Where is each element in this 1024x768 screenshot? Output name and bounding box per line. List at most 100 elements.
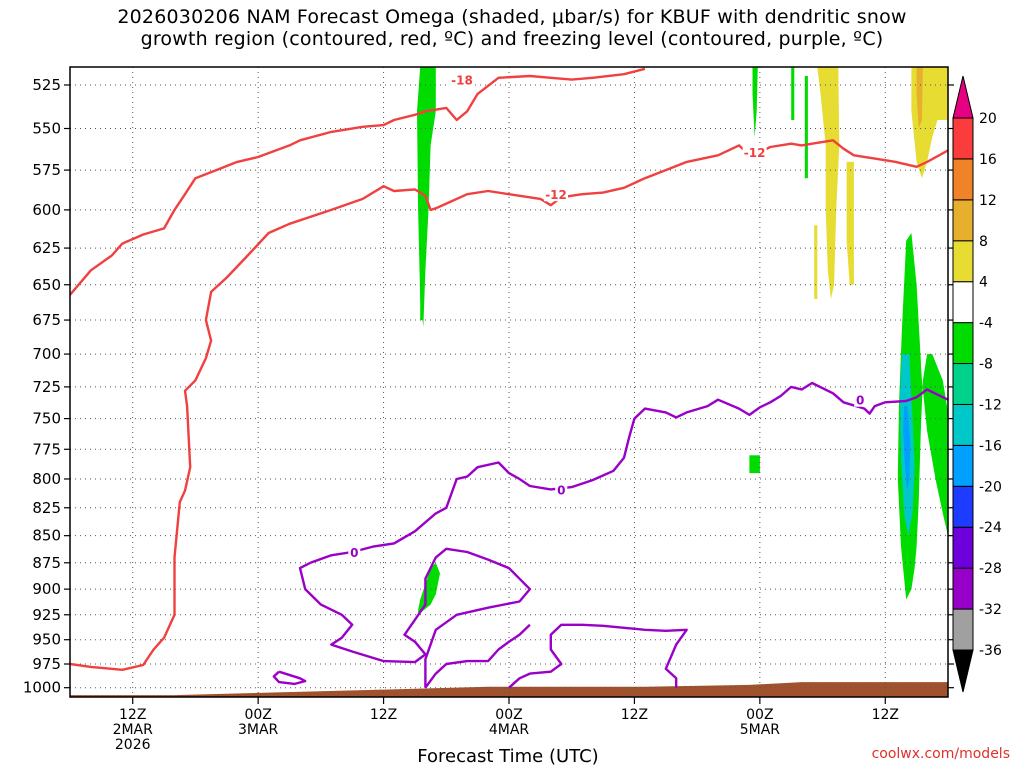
omega-region-8	[814, 225, 818, 299]
y-tick-label-4: 625	[32, 239, 61, 257]
colorbar-label-10: 8	[979, 234, 988, 250]
y-tick-label-0: 525	[32, 76, 61, 94]
dendritic-label-bg-0	[449, 71, 474, 87]
colorbar-label-1: -32	[979, 602, 1002, 618]
grid	[70, 67, 948, 697]
x-tick-label-3-0: 00Z	[495, 707, 522, 723]
colorbar-label-8: -4	[979, 316, 993, 332]
x-axis-label: Forecast Time (UTC)	[417, 746, 598, 767]
y-tick-label-7: 700	[32, 345, 61, 363]
dendritic-label-bg-1	[544, 186, 569, 202]
colorbar-bin-1	[952, 567, 974, 610]
colorbar-bin-10	[952, 199, 974, 242]
title-line-2: growth region (contoured, red, ºC) and f…	[140, 28, 884, 50]
colorbar-bin-5	[952, 403, 974, 446]
freezing-contour-2	[272, 670, 307, 686]
colorbar-bin-2	[952, 526, 974, 569]
omega-region-14	[903, 406, 911, 491]
colorbar-bin-7	[952, 322, 974, 365]
omega-region-3	[752, 67, 758, 137]
colorbar: -36 -32 -28 -24 -20 -16 -12 -8 -4 4 8 12 16 20	[952, 75, 1002, 693]
y-tick-label-9: 750	[32, 410, 61, 428]
colorbar-bin-8	[952, 281, 974, 324]
y-tick-label-17: 950	[32, 631, 61, 649]
y-tick-label-13: 850	[32, 527, 61, 545]
x-tick-label-0-2: 2026	[115, 737, 151, 753]
x-tick-label-6-0: 12Z	[872, 707, 899, 723]
colorbar-label-12: 16	[979, 152, 997, 168]
colorbar-bin-12	[952, 117, 974, 160]
y-tick-label-10: 775	[32, 440, 61, 458]
x-tick-label-2-0: 12Z	[370, 707, 397, 723]
dendritic-label-1: -12	[545, 188, 567, 202]
y-tick-label-16: 925	[32, 606, 61, 624]
y-tick-label-6: 675	[32, 311, 61, 329]
colorbar-top-arrow	[952, 75, 974, 119]
colorbar-bottom-arrow	[952, 649, 974, 693]
freezing-label-bg-1	[555, 481, 568, 497]
x-tick-label-5-0: 00Z	[746, 707, 773, 723]
freezing-label-0: 0	[350, 546, 358, 560]
y-tick-label-3: 600	[32, 201, 61, 219]
colorbar-label-6: -12	[979, 397, 1002, 413]
omega-region-2	[418, 562, 440, 615]
x-tick-label-3-1: 4MAR	[489, 722, 530, 738]
credit-text: coolwx.com/models	[871, 746, 1010, 762]
y-tick-label-15: 900	[32, 580, 61, 598]
y-tick-label-19: 1000	[23, 679, 61, 697]
y-tick-label-14: 875	[32, 554, 61, 572]
colorbar-bin-3	[952, 485, 974, 528]
freezing-contour-1	[298, 547, 532, 688]
y-tick-label-12: 825	[32, 499, 61, 517]
colorbar-label-4: -20	[979, 479, 1002, 495]
y-tick-label-11: 800	[32, 470, 61, 488]
x-tick-label-5-1: 5MAR	[740, 722, 781, 738]
omega-region-4	[749, 455, 760, 474]
colorbar-label-0: -36	[979, 643, 1002, 659]
chart-title: 2026030206 NAM Forecast Omega (shaded, μ…	[0, 6, 1024, 50]
colorbar-label-7: -8	[979, 357, 993, 373]
colorbar-label-11: 12	[979, 193, 997, 209]
colorbar-bin-0	[952, 608, 974, 651]
colorbar-bin-9	[952, 240, 974, 283]
y-tick-label-2: 575	[32, 161, 61, 179]
colorbar-bin-4	[952, 444, 974, 487]
freezing-contour-0	[309, 381, 948, 564]
freezing-label-bg-0	[348, 544, 361, 560]
title-line-1: 2026030206 NAM Forecast Omega (shaded, μ…	[117, 6, 907, 28]
dendritic-label-0: -18	[451, 74, 473, 88]
x-tick-label-1-0: 00Z	[244, 707, 271, 723]
dendritic-label-2: -12	[744, 146, 766, 160]
dendritic-contour-0	[70, 139, 948, 671]
y-tick-label-1: 550	[32, 120, 61, 138]
contours: -18 -12 -12 0 0 0	[70, 67, 948, 689]
freezing-contour-4	[424, 623, 531, 689]
x-tick-label-4-0: 12Z	[621, 707, 648, 723]
freezing-label-1: 0	[557, 483, 565, 497]
omega-region-11	[916, 67, 923, 129]
colorbar-label-3: -24	[979, 520, 1002, 536]
colorbar-label-9: 4	[979, 275, 988, 291]
terrain-fill	[70, 682, 948, 697]
y-tick-label-18: 975	[32, 655, 61, 673]
colorbar-label-13: 20	[979, 111, 997, 127]
omega-region-7	[817, 67, 840, 299]
axes: 525 550 575 600 625 650 675 700 725 750 775 800 825 8…	[23, 66, 954, 753]
x-tick-label-0-1: 2MAR	[113, 722, 154, 738]
omega-shading	[417, 67, 948, 615]
terrain	[70, 682, 948, 697]
colorbar-label-2: -28	[979, 561, 1002, 577]
omega-region-1	[420, 284, 424, 321]
y-tick-label-8: 725	[32, 378, 61, 396]
dendritic-label-bg-2	[742, 144, 767, 160]
freezing-label-2: 0	[856, 394, 864, 408]
omega-region-9	[846, 161, 854, 285]
y-tick-label-5: 650	[32, 276, 61, 294]
freezing-label-bg-2	[854, 391, 867, 407]
omega-region-6	[804, 76, 808, 179]
x-tick-label-1-1: 3MAR	[238, 722, 279, 738]
colorbar-label-5: -16	[979, 438, 1002, 454]
colorbar-bin-6	[952, 363, 974, 405]
freezing-contour-3	[508, 623, 688, 689]
